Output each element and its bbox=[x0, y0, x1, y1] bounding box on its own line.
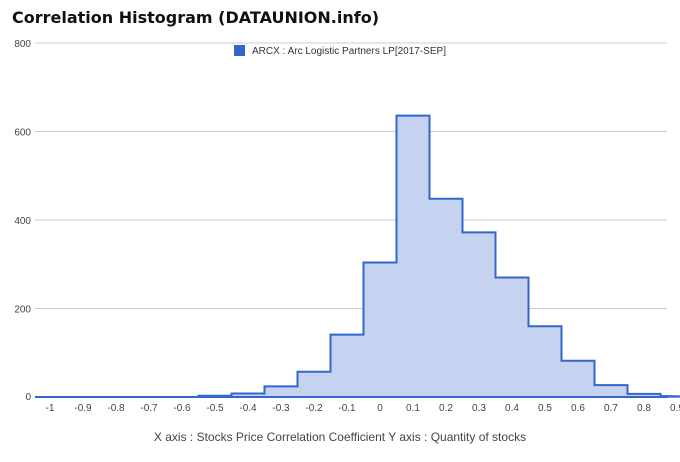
x-tick-label: 0 bbox=[377, 403, 383, 414]
axis-caption: X axis : Stocks Price Correlation Coeffi… bbox=[153, 430, 527, 444]
y-tick-label: 0 bbox=[25, 392, 31, 403]
x-tick-label: -1 bbox=[46, 403, 55, 414]
y-tick-label: 200 bbox=[14, 305, 31, 316]
x-axis-ticks: -1 -0.9 -0.8 -0.7 -0.6 -0.5 -0.4 -0.3 -0.2 -0.1 0 0… bbox=[46, 403, 680, 414]
histogram-series bbox=[35, 114, 680, 398]
legend-swatch bbox=[234, 45, 245, 56]
y-tick-label: 600 bbox=[14, 128, 31, 139]
x-tick-label: -0.4 bbox=[239, 403, 257, 414]
x-tick-label: -0.6 bbox=[173, 403, 191, 414]
y-tick-label: 800 bbox=[14, 39, 31, 50]
x-tick-label: 0.7 bbox=[604, 403, 618, 414]
y-axis-ticks: 0 200 400 600 800 bbox=[14, 39, 31, 403]
x-tick-label: -0.7 bbox=[140, 403, 158, 414]
x-tick-label: 0.3 bbox=[472, 403, 486, 414]
chart-title: Correlation Histogram (DATAUNION.info) bbox=[12, 8, 379, 27]
x-tick-label: -0.8 bbox=[107, 403, 125, 414]
x-tick-label: 0.2 bbox=[439, 403, 453, 414]
legend-label: ARCX : Arc Logistic Partners LP[2017-SEP… bbox=[252, 46, 446, 57]
x-tick-label: -0.3 bbox=[272, 403, 290, 414]
legend[interactable]: ARCX : Arc Logistic Partners LP[2017-SEP… bbox=[234, 45, 446, 57]
histogram-area bbox=[35, 114, 680, 398]
x-tick-label: -0.9 bbox=[74, 403, 92, 414]
x-tick-label: 0.6 bbox=[571, 403, 585, 414]
x-tick-label: -0.5 bbox=[206, 403, 224, 414]
x-tick-label: -0.2 bbox=[305, 403, 323, 414]
x-tick-label: -0.1 bbox=[338, 403, 356, 414]
y-tick-label: 400 bbox=[14, 216, 31, 227]
x-tick-label: 0.1 bbox=[406, 403, 420, 414]
x-tick-label: 0.5 bbox=[538, 403, 552, 414]
x-tick-label: 0.9 bbox=[670, 403, 680, 414]
x-tick-label: 0.4 bbox=[505, 403, 519, 414]
x-tick-label: 0.8 bbox=[637, 403, 651, 414]
